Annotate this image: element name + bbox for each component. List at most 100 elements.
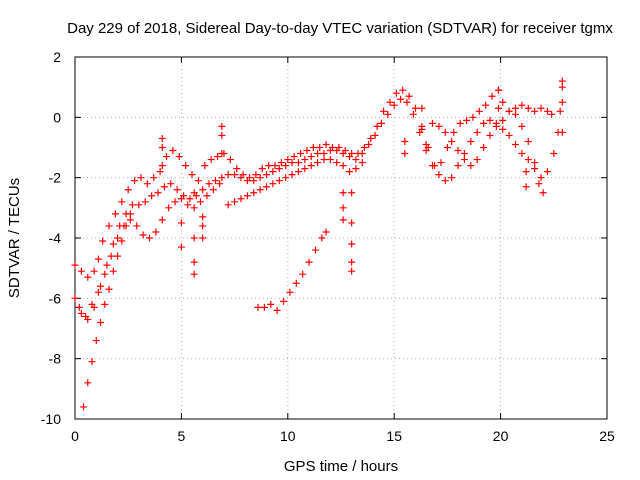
data-point <box>188 171 196 179</box>
data-point <box>314 150 322 158</box>
data-point <box>548 110 556 118</box>
data-point <box>126 210 134 218</box>
data-point <box>441 128 449 136</box>
data-point <box>360 144 368 151</box>
y-tick-label: 2 <box>53 49 61 65</box>
data-point <box>169 147 177 155</box>
data-point <box>158 144 166 151</box>
data-point <box>94 255 102 263</box>
data-point <box>152 228 160 236</box>
data-point <box>97 318 105 326</box>
data-point <box>250 189 258 197</box>
data-point <box>437 159 445 167</box>
data-point <box>309 144 317 151</box>
data-point <box>492 122 500 130</box>
data-point <box>299 270 307 278</box>
data-point <box>109 240 117 248</box>
data-point <box>250 177 258 185</box>
data-point <box>243 177 251 185</box>
data-point <box>326 147 334 155</box>
data-point <box>197 198 205 206</box>
data-point <box>101 300 109 308</box>
data-point <box>303 147 311 155</box>
data-point <box>218 150 226 158</box>
data-point <box>473 156 481 164</box>
data-point <box>524 104 532 112</box>
y-tick-label: -10 <box>41 411 61 427</box>
data-point <box>209 186 217 194</box>
data-point <box>145 234 153 242</box>
data-point <box>422 140 430 148</box>
data-point <box>333 159 341 167</box>
data-point <box>107 252 115 260</box>
series-track-f <box>224 156 366 209</box>
data-point <box>71 261 79 269</box>
grid <box>75 57 607 419</box>
data-point <box>284 156 292 164</box>
data-point <box>307 153 315 161</box>
data-point <box>467 162 475 170</box>
data-point <box>275 165 283 173</box>
data-point <box>77 309 85 317</box>
data-point <box>160 183 168 191</box>
data-point <box>367 134 375 142</box>
data-point <box>346 168 354 176</box>
data-point <box>348 189 356 197</box>
data-point <box>135 201 143 209</box>
data-point <box>269 180 277 188</box>
data-point <box>339 162 347 170</box>
data-point <box>307 162 315 170</box>
data-point <box>163 153 171 161</box>
data-point <box>397 95 405 103</box>
data-point <box>535 180 543 188</box>
data-point <box>314 159 322 167</box>
data-point <box>94 288 102 296</box>
data-point <box>480 119 488 127</box>
data-point <box>392 89 400 97</box>
data-point <box>403 98 411 106</box>
data-point <box>386 98 394 106</box>
data-point <box>556 107 564 115</box>
data-point <box>203 192 211 200</box>
data-point <box>214 153 222 161</box>
data-point <box>177 195 185 203</box>
data-point <box>167 180 175 188</box>
axis-ticks: 0 5 10 15 20 25 -10 -8 -6 -4 -2 0 2 <box>41 49 615 444</box>
data-point <box>499 116 507 124</box>
data-point <box>263 171 271 179</box>
data-point <box>326 156 334 164</box>
data-point <box>90 267 98 275</box>
data-point <box>301 165 309 173</box>
data-point <box>103 261 111 269</box>
data-point <box>511 104 519 112</box>
data-point <box>190 234 198 242</box>
data-point <box>365 140 373 148</box>
data-point <box>254 303 262 311</box>
data-point <box>463 116 471 124</box>
data-point <box>88 358 96 366</box>
data-point <box>448 174 456 182</box>
data-point <box>158 216 166 224</box>
data-point <box>128 201 136 209</box>
data-point <box>141 198 149 206</box>
data-point <box>488 92 496 100</box>
data-point <box>486 131 494 139</box>
x-tick-label: 5 <box>178 428 186 444</box>
data-point <box>322 140 330 148</box>
x-tick-label: 0 <box>71 428 79 444</box>
data-point <box>373 122 381 130</box>
data-point <box>454 162 462 170</box>
data-point <box>82 312 90 320</box>
data-point <box>269 168 277 176</box>
data-point <box>109 267 117 275</box>
data-point <box>199 186 207 194</box>
data-point <box>137 174 145 182</box>
data-point <box>301 156 309 164</box>
data-point <box>537 174 545 182</box>
data-point <box>216 180 224 188</box>
x-tick-label: 15 <box>386 428 402 444</box>
data-point <box>482 101 490 109</box>
data-point <box>131 177 139 185</box>
data-point <box>139 231 147 239</box>
data-point <box>111 210 119 218</box>
